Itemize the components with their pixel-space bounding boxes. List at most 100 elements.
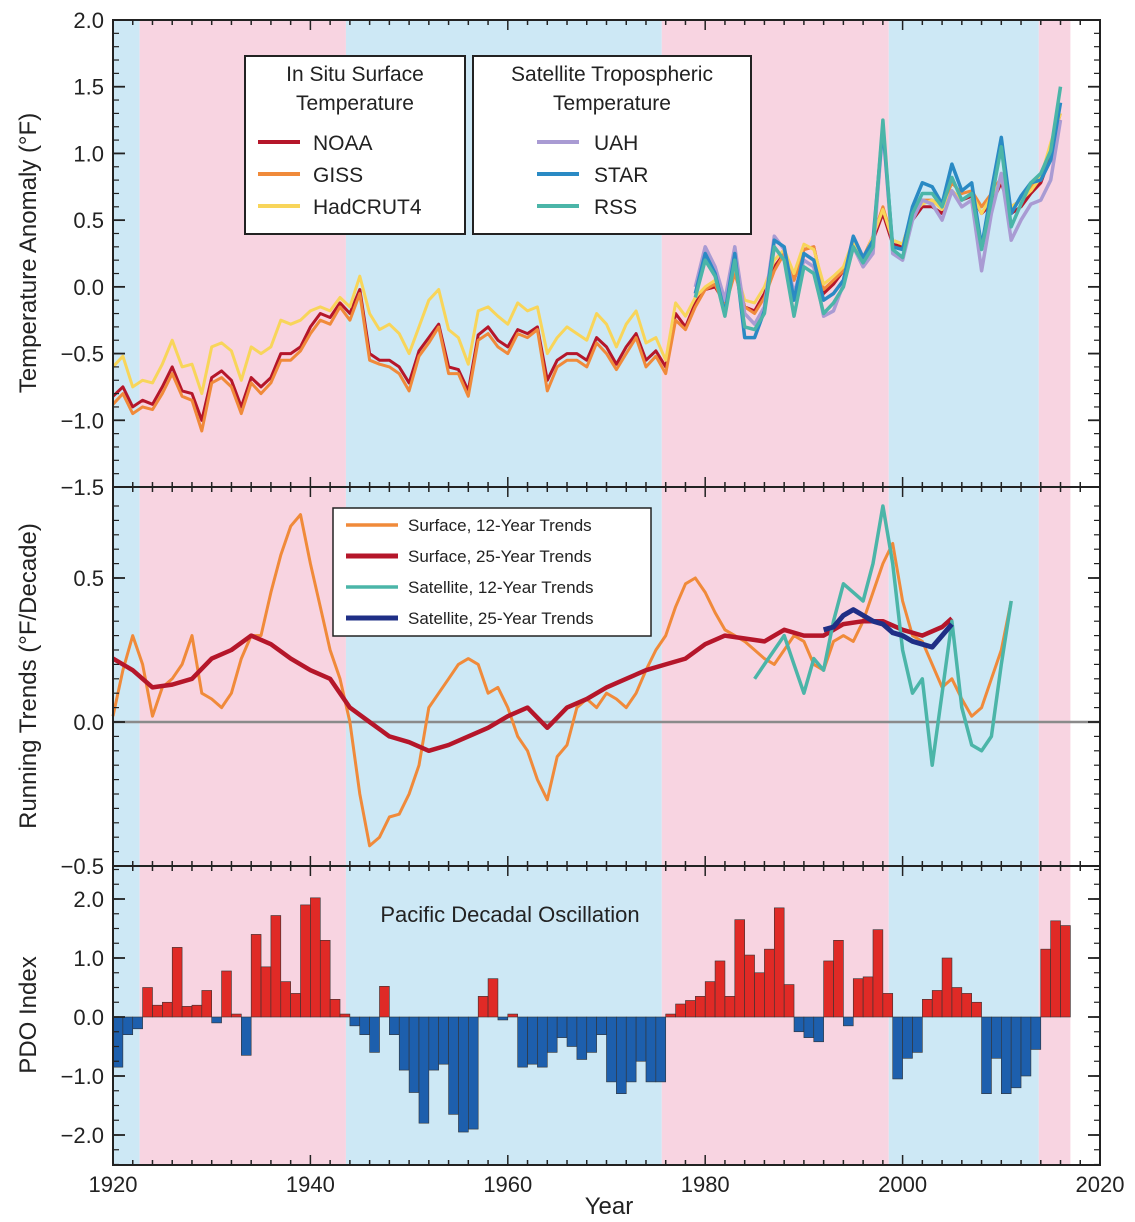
series-line-surface-25-year-trends xyxy=(111,616,954,754)
pdo-bar xyxy=(704,981,716,1018)
pdo-bar xyxy=(566,1016,578,1047)
pdo-bar xyxy=(833,939,844,1018)
pdo-bar xyxy=(132,1016,143,1030)
series-line-rss xyxy=(693,86,1063,332)
pdo-bar xyxy=(912,1016,923,1053)
legend-label-rss: RSS xyxy=(594,196,637,219)
pdo-bar xyxy=(922,998,933,1018)
pdo-bar xyxy=(142,987,153,1018)
pdo-bar xyxy=(576,1016,588,1060)
pdo-bar xyxy=(941,957,953,1018)
pdo-bar xyxy=(991,1016,1002,1059)
pdo-bar xyxy=(793,1016,805,1033)
legend-satellite: Satellite Tropospheric Temperature UAH S… xyxy=(472,55,752,235)
pdo-bar xyxy=(813,1016,824,1043)
temperature-y-axis-title: Temperature Anomaly (°F) xyxy=(15,113,42,393)
legend-satellite-title: Satellite Tropospheric xyxy=(511,63,713,86)
pdo-bar xyxy=(527,1016,538,1065)
pdo-bar xyxy=(211,1016,222,1024)
pdo-bar xyxy=(319,939,331,1018)
y-tick-label: 0.5 xyxy=(73,566,104,591)
pdo-bar xyxy=(250,934,262,1018)
pdo-bar xyxy=(546,1016,558,1053)
x-axis: 1920 1940 1960 1980 2000 2020 xyxy=(89,1172,1125,1197)
pdo-bar xyxy=(448,1016,459,1115)
pdo-bar xyxy=(1020,1016,1032,1077)
y-tick-label: −1.5 xyxy=(61,475,104,500)
pdo-bar xyxy=(872,929,884,1018)
legend-label-noaa: NOAA xyxy=(313,132,373,155)
pdo-bar xyxy=(971,1001,982,1018)
pdo-bar xyxy=(1000,1016,1012,1094)
pdo-bar xyxy=(695,996,706,1018)
pdo-bar xyxy=(152,1004,163,1018)
legend-label-giss: GISS xyxy=(313,164,363,187)
pdo-bar xyxy=(902,1016,913,1059)
y-tick-label: 0.0 xyxy=(73,275,104,300)
pdo-bar xyxy=(961,993,972,1018)
pdo-bar xyxy=(734,919,745,1018)
x-axis-title: Year xyxy=(585,1193,634,1220)
pdo-bar xyxy=(803,1016,815,1038)
pdo-bar xyxy=(231,1013,242,1018)
pdo-bar xyxy=(852,978,864,1018)
pdo-bar xyxy=(606,1016,617,1083)
pdo-bar xyxy=(201,990,213,1018)
legend-label-satellite-25: Satellite, 25-Year Trends xyxy=(408,609,594,628)
pdo-bar xyxy=(764,948,775,1018)
pdo-bar xyxy=(389,1016,400,1036)
y-tick-label: −0.5 xyxy=(61,342,104,367)
pdo-bar xyxy=(162,1001,173,1018)
pdo-bar xyxy=(645,1016,657,1083)
x-tick-label: 2000 xyxy=(878,1172,927,1197)
pdo-bar xyxy=(290,993,301,1018)
pdo-bar xyxy=(369,1016,380,1053)
pdo-bar xyxy=(675,1003,686,1018)
y-tick-label: −1.0 xyxy=(61,408,104,433)
pdo-bar xyxy=(981,1016,992,1094)
pdo-bar xyxy=(596,1016,607,1036)
pdo-bar xyxy=(1010,1016,1022,1089)
pdo-bar xyxy=(882,993,894,1018)
pdo-bar xyxy=(487,978,499,1018)
pdo-bar xyxy=(122,1016,134,1036)
pdo-bar xyxy=(497,1016,509,1021)
pdo-bar xyxy=(1050,920,1061,1018)
legend-satellite-subtitle: Temperature xyxy=(553,92,671,115)
legend-label-star: STAR xyxy=(594,164,648,187)
pdo-bar xyxy=(458,1016,469,1133)
pdo-bar xyxy=(329,998,341,1018)
pdo-bar xyxy=(379,986,390,1018)
pdo-bar xyxy=(418,1016,430,1124)
pdo-bar xyxy=(586,1016,597,1053)
pdo-bar xyxy=(310,897,321,1018)
y-tick-label: 0.0 xyxy=(73,710,104,735)
pdo-bar xyxy=(625,1016,637,1083)
pdo-bar xyxy=(724,996,736,1018)
pdo-bars xyxy=(112,897,1071,1133)
series-line-satellite-25-year-trends xyxy=(822,607,954,650)
y-tick-label: −1.0 xyxy=(61,1064,104,1089)
legend-surface: In Situ Surface Temperature NOAA GISS Ha… xyxy=(244,55,466,235)
pdo-bar xyxy=(359,1016,370,1036)
y-tick-label: 0.0 xyxy=(73,1005,104,1030)
pdo-bar xyxy=(438,1016,449,1065)
pdo-bar xyxy=(241,1016,252,1056)
legend-label-surface-12: Surface, 12-Year Trends xyxy=(408,516,592,535)
pdo-bar xyxy=(665,1013,676,1018)
pdo-bar xyxy=(260,966,272,1018)
legend-label-hadcrut4: HadCRUT4 xyxy=(313,196,422,219)
pdo-bar xyxy=(1060,925,1071,1018)
pdo-bar xyxy=(931,990,943,1018)
y-tick-label: 2.0 xyxy=(73,887,104,912)
pdo-bar xyxy=(773,907,785,1018)
panel-pdo: 2.0 1.0 0.0 −1.0 −2.0 PDO Index Pacific Deca… xyxy=(15,865,1101,1166)
pdo-bar xyxy=(468,1016,479,1130)
pdo-bar xyxy=(843,1016,854,1027)
temperature-axes: 2.0 1.5 1.0 0.5 0.0 −0.5 −1.0 −1.5 xyxy=(61,8,1101,500)
y-tick-label: 0.5 xyxy=(73,208,104,233)
x-tick-label: 1960 xyxy=(483,1172,532,1197)
pdo-bar xyxy=(823,960,834,1018)
temperature-series xyxy=(111,86,1063,433)
